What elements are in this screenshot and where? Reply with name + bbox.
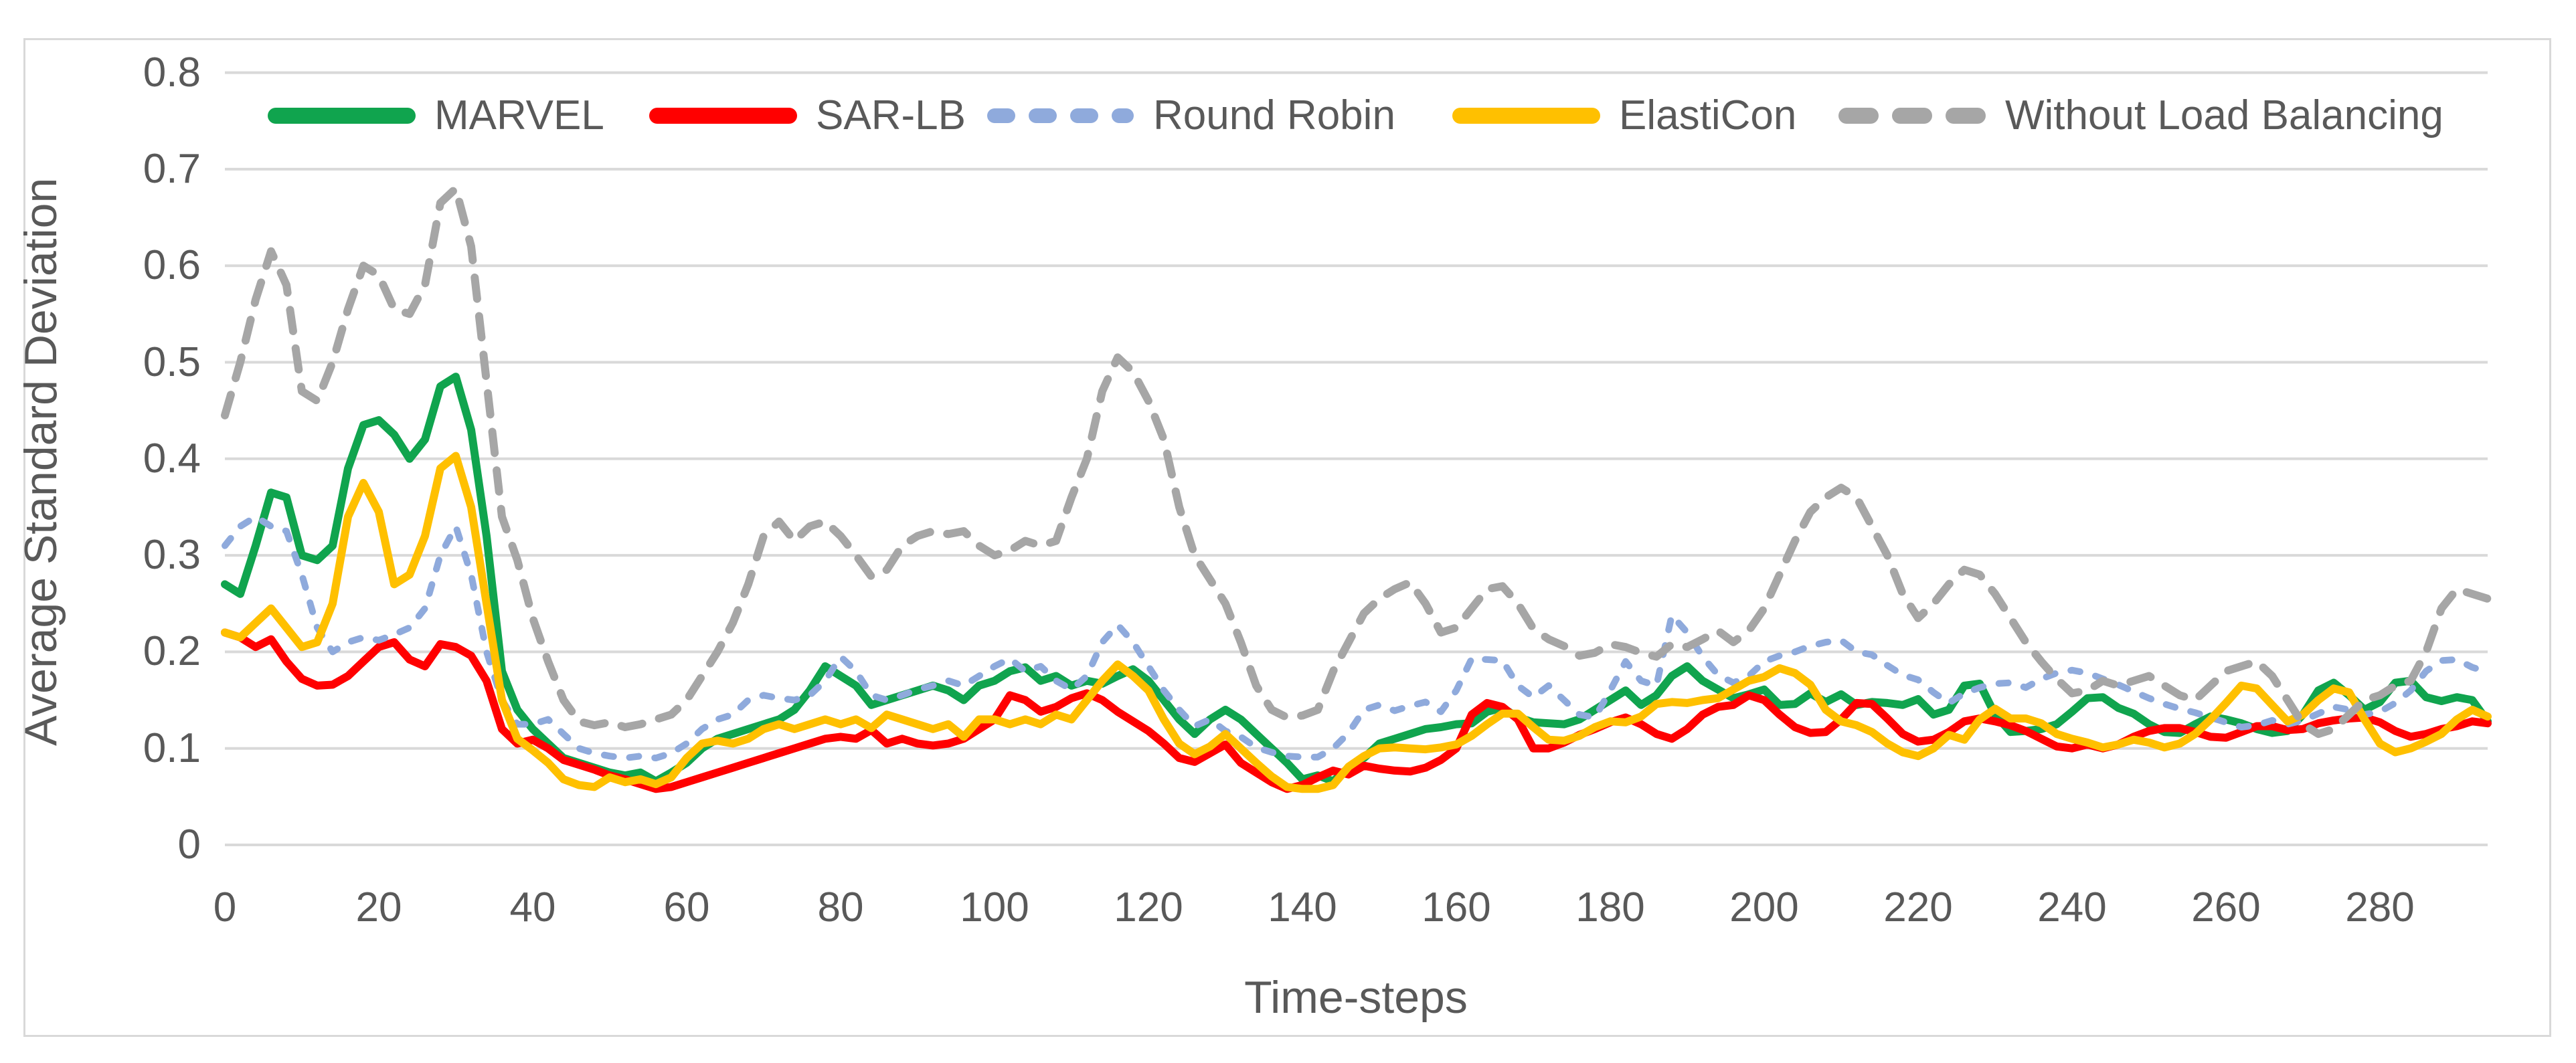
legend-label-without-load-balancing: Without Load Balancing bbox=[2005, 92, 2443, 138]
legend-item-without-load-balancing: Without Load Balancing bbox=[1837, 92, 2443, 139]
figure-border bbox=[23, 38, 2551, 1037]
legend-swatch-sar-lb-line bbox=[649, 108, 797, 124]
x-tick-label-260: 260 bbox=[2191, 884, 2261, 931]
x-tick-label-180: 180 bbox=[1575, 884, 1645, 931]
x-tick-label-40: 40 bbox=[509, 884, 556, 931]
legend-label-marvel: MARVEL bbox=[434, 92, 604, 138]
legend-label-sar-lb: SAR-LB bbox=[816, 92, 966, 138]
y-tick-label-0.8: 0.8 bbox=[143, 49, 201, 96]
legend-swatch-elasticon-line bbox=[1452, 108, 1600, 124]
x-tick-label-80: 80 bbox=[817, 884, 864, 931]
y-tick-label-0.7: 0.7 bbox=[143, 145, 201, 192]
x-tick-label-100: 100 bbox=[960, 884, 1029, 931]
legend-item-round-robin: Round Robin bbox=[985, 92, 1395, 139]
legend-item-elasticon: ElastiCon bbox=[1451, 92, 1796, 139]
legend-item-marvel: MARVEL bbox=[266, 92, 604, 139]
x-tick-label-60: 60 bbox=[663, 884, 710, 931]
y-tick-label-0.5: 0.5 bbox=[143, 339, 201, 385]
x-tick-label-160: 160 bbox=[1422, 884, 1491, 931]
x-tick-label-240: 240 bbox=[2037, 884, 2107, 931]
y-tick-label-0: 0 bbox=[177, 822, 201, 868]
series-line-round-robin bbox=[222, 513, 2491, 762]
x-tick-label-200: 200 bbox=[1729, 884, 1799, 931]
y-tick-label-0.4: 0.4 bbox=[143, 435, 201, 482]
legend: MARVEL SAR-LB Round Robin ElastiCon With… bbox=[0, 92, 2576, 139]
x-tick-label-220: 220 bbox=[1883, 884, 1953, 931]
series-line-elasticon bbox=[221, 452, 2492, 793]
x-tick-label-120: 120 bbox=[1114, 884, 1183, 931]
series-line-without-load-balancing bbox=[221, 184, 2492, 739]
legend-label-round-robin: Round Robin bbox=[1153, 92, 1395, 138]
legend-swatch-round-robin-line bbox=[987, 108, 1134, 123]
y-tick-label-0.6: 0.6 bbox=[143, 242, 201, 289]
x-tick-label-280: 280 bbox=[2345, 884, 2415, 931]
x-axis-title: Time-steps bbox=[1244, 972, 1468, 1023]
y-tick-label-0.2: 0.2 bbox=[143, 628, 201, 675]
legend-label-elasticon: ElastiCon bbox=[1619, 92, 1797, 138]
y-axis-title: Average Standard Deviation bbox=[15, 177, 66, 746]
x-tick-label-140: 140 bbox=[1268, 884, 1337, 931]
y-tick-label-0.1: 0.1 bbox=[143, 724, 201, 771]
plot-area bbox=[221, 71, 2492, 846]
y-tick-label-0.3: 0.3 bbox=[143, 532, 201, 579]
legend-item-sar-lb: SAR-LB bbox=[648, 92, 966, 139]
legend-swatch-without-load-balancing-line bbox=[1838, 108, 1986, 124]
x-tick-label-20: 20 bbox=[355, 884, 402, 931]
x-tick-label-0: 0 bbox=[213, 884, 237, 931]
legend-swatch-marvel-line bbox=[268, 108, 416, 124]
